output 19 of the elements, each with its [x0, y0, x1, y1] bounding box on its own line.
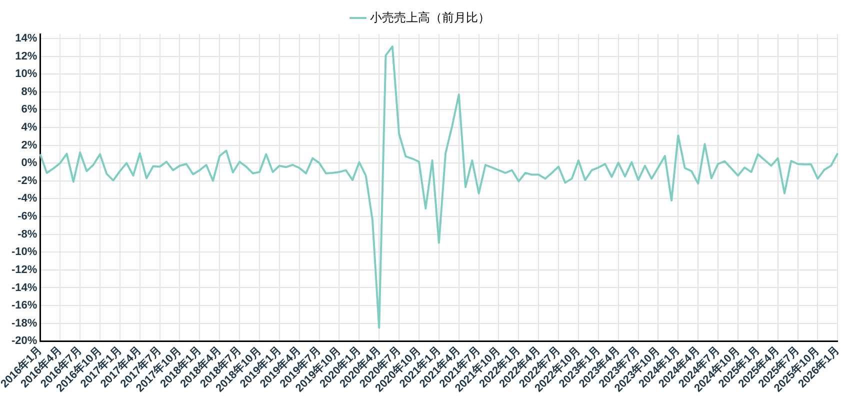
y-tick-label: -18%	[12, 317, 38, 330]
y-tick-label: 0%	[21, 157, 38, 170]
y-tick-label: -4%	[18, 192, 38, 205]
y-tick-label: -8%	[18, 228, 38, 240]
y-tick-label: 10%	[15, 68, 38, 80]
y-tick-label: 6%	[21, 104, 38, 116]
y-tick-label: -2%	[18, 174, 38, 187]
legend-label: 小売売上高（前月比）	[370, 10, 490, 24]
y-tick-label: -6%	[18, 210, 38, 223]
y-tick-label: -14%	[12, 282, 38, 294]
y-tick-label: -12%	[12, 264, 38, 276]
y-tick-label: -20%	[12, 335, 38, 348]
y-tick-label: 2%	[21, 139, 38, 152]
y-tick-label: 4%	[21, 122, 38, 134]
y-tick-label: 12%	[15, 50, 38, 62]
y-tick-label: -10%	[12, 246, 38, 258]
y-tick-label: 14%	[15, 32, 38, 44]
y-tick-label: 8%	[21, 86, 38, 98]
y-tick-label: -16%	[12, 300, 38, 312]
